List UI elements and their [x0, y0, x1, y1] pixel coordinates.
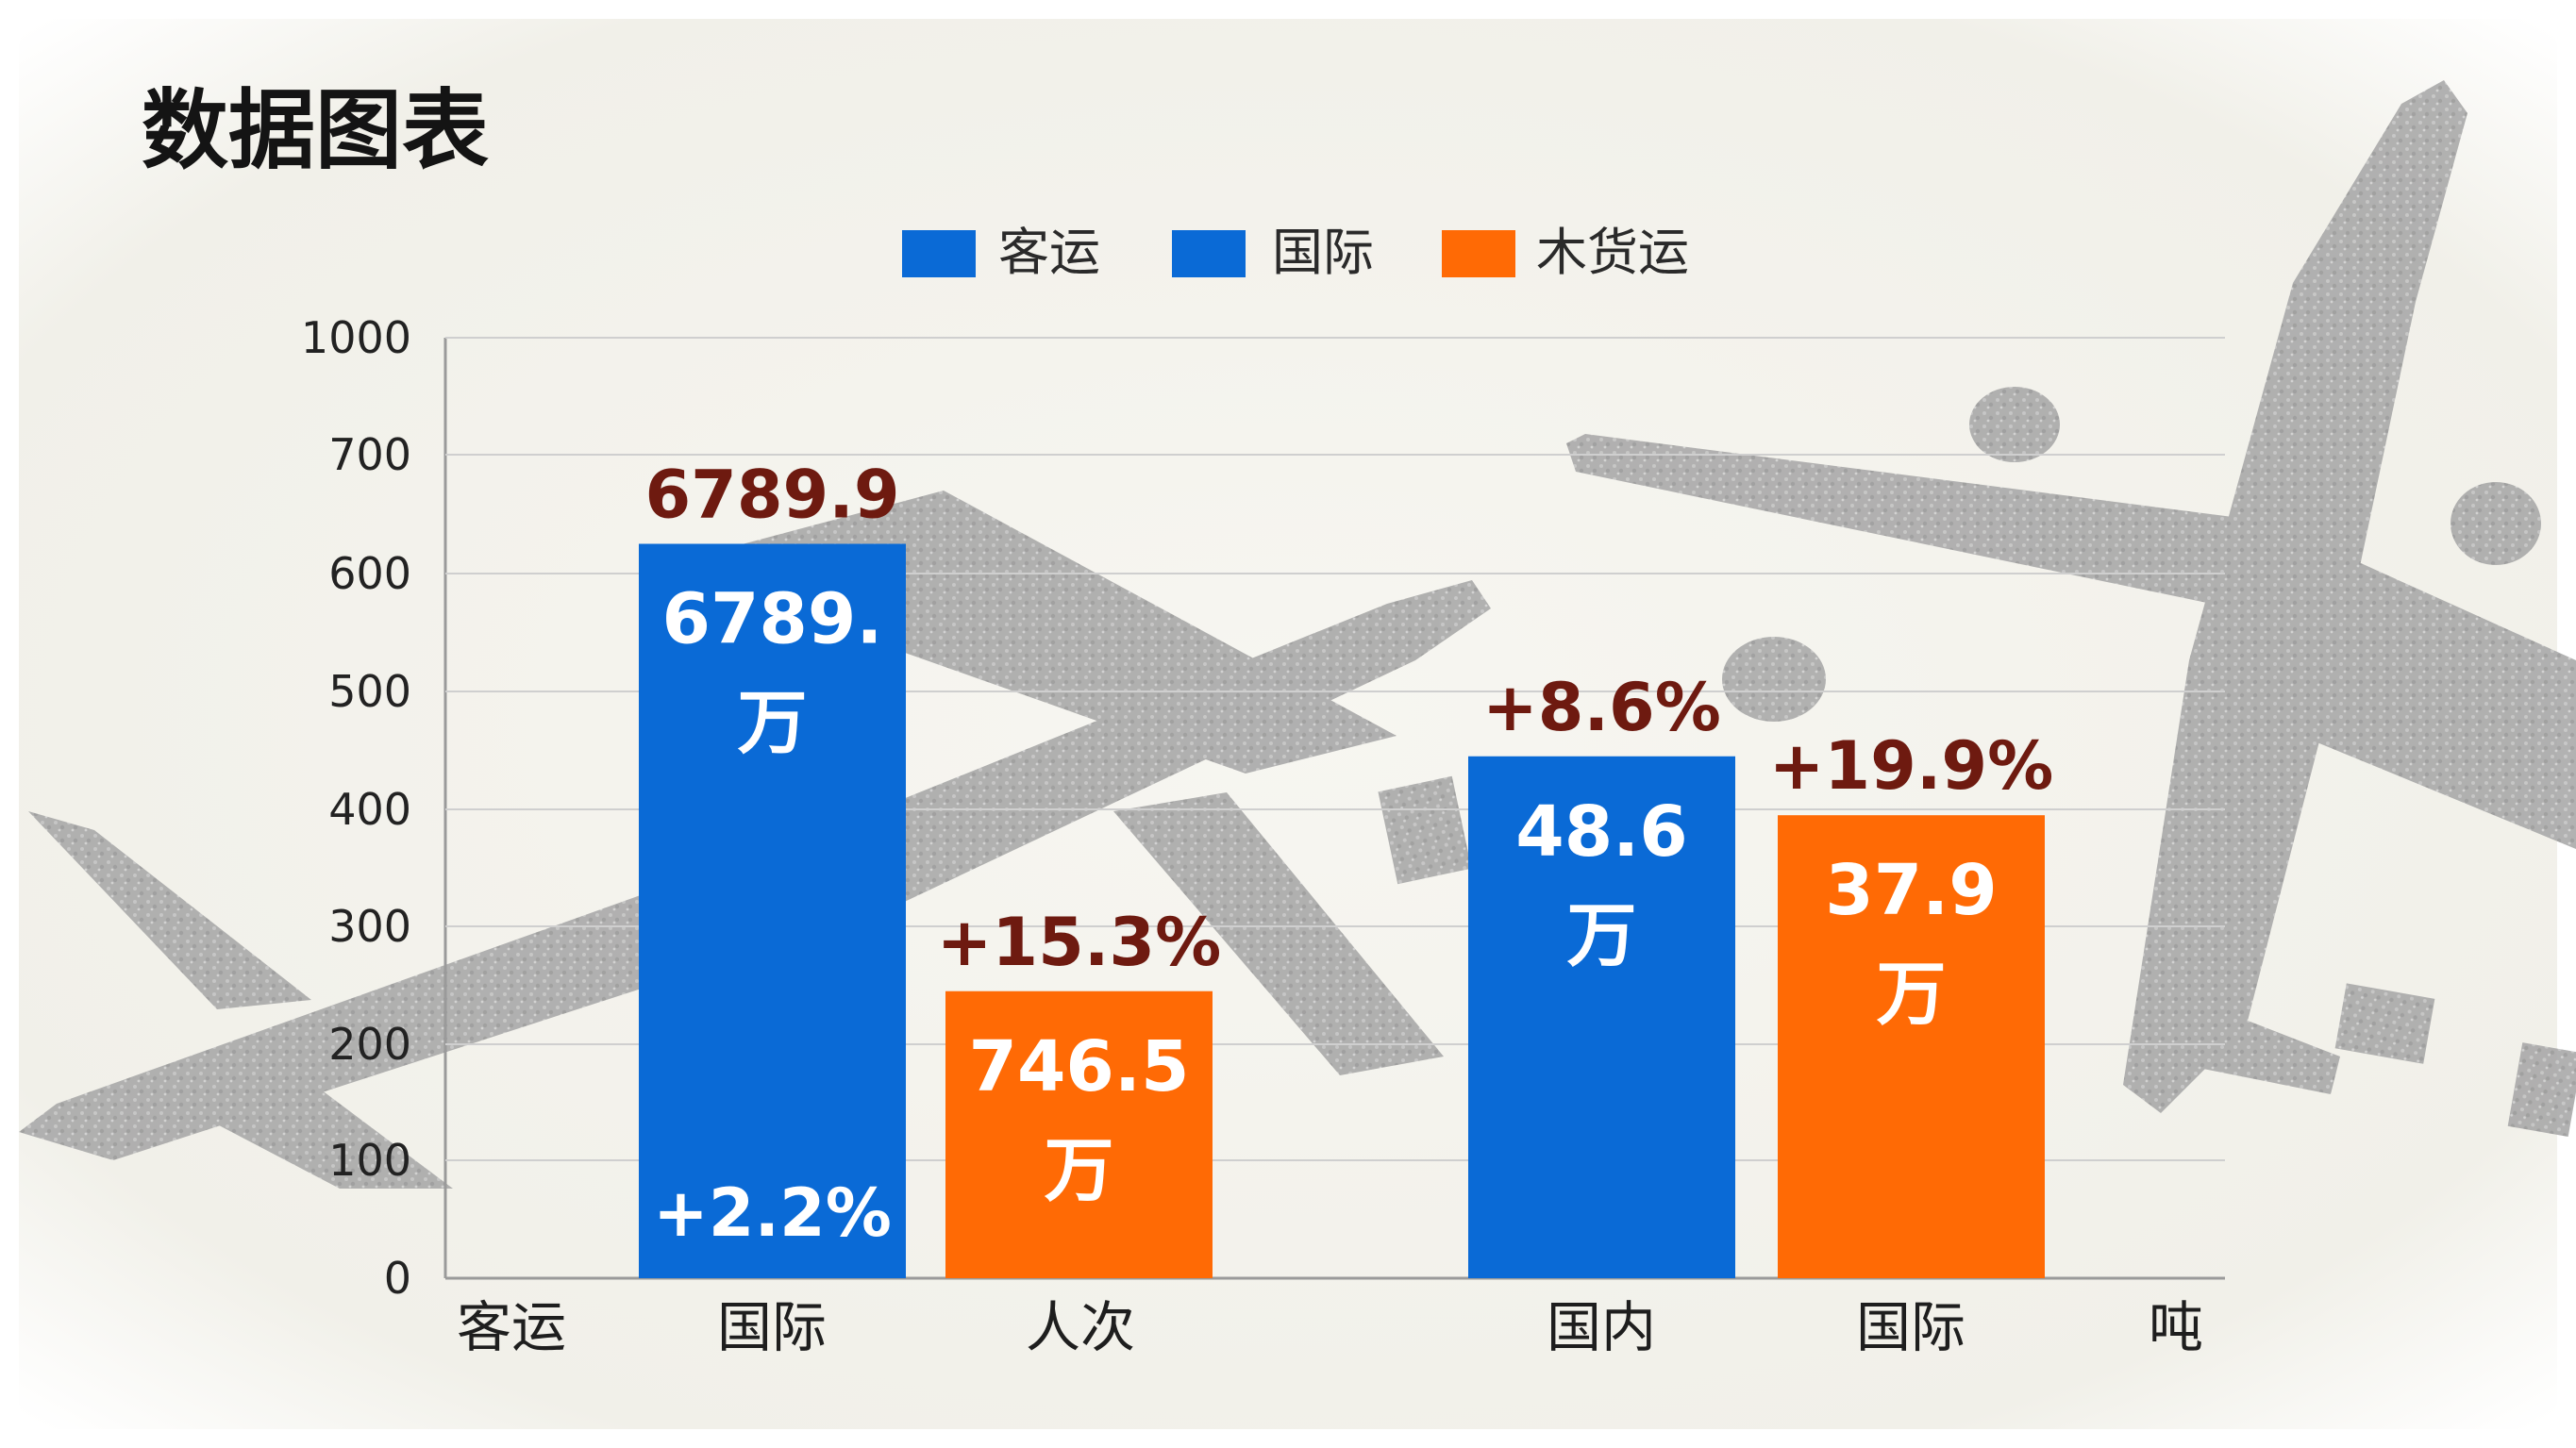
x-tick-label: 国际	[1856, 1295, 1965, 1359]
y-tick-label: 0	[384, 1253, 411, 1304]
legend-swatch-passenger	[902, 230, 976, 277]
bar-group: +19.9% 37.9 万	[1769, 727, 2054, 1278]
bar	[1778, 815, 2045, 1278]
x-tick-label: 国际	[717, 1295, 827, 1359]
bar-value-label: 万	[1567, 895, 1637, 976]
legend-swatch-cargo	[1442, 230, 1515, 277]
bar-value-label: 6789.	[661, 579, 882, 660]
bar-value-label: 万	[1045, 1130, 1114, 1211]
bar-group: +15.3% 746.5 万	[937, 904, 1222, 1278]
legend-label-passenger: 客运	[998, 223, 1100, 282]
y-tick-label: 600	[328, 548, 411, 599]
y-axis-ticks: 0 100 200 300 400 500 600 700 1000	[301, 312, 411, 1304]
y-tick-label: 100	[328, 1135, 411, 1186]
x-tick-label: 人次	[1026, 1295, 1135, 1359]
bars: 6789.96789.万+2.2%+15.3%746.5万+8.6%48.6万+…	[639, 457, 2054, 1278]
y-tick-label: 200	[328, 1019, 411, 1070]
bar-bottom-label: +2.2%	[653, 1174, 892, 1252]
y-tick-label: 500	[328, 666, 411, 717]
legend-label-cargo: 木货运	[1536, 223, 1689, 282]
x-tick-label: 吨	[2149, 1295, 2203, 1359]
x-tick-label: 国内	[1547, 1295, 1656, 1359]
bar-top-label: +8.6%	[1482, 669, 1721, 746]
y-tick-label: 1000	[301, 312, 411, 363]
y-tick-label: 300	[328, 901, 411, 952]
x-axis-labels: 客运 国际 人次 国内 国际 吨	[457, 1295, 2203, 1359]
bar-value-label: 746.5	[968, 1026, 1189, 1107]
chart-legend: 客运 国际 木货运	[902, 223, 1689, 282]
bar-group: +8.6% 48.6 万	[1468, 669, 1735, 1278]
airplane-right-icon	[1566, 80, 2576, 1138]
legend-swatch-international	[1172, 230, 1246, 277]
bar	[639, 543, 906, 1278]
y-tick-label: 400	[328, 784, 411, 835]
legend-label-international: 国际	[1272, 223, 1374, 282]
bar-value-label: 37.9	[1825, 850, 1998, 931]
bar-top-label: +19.9%	[1769, 727, 2054, 805]
bar-top-label: +15.3%	[937, 904, 1222, 981]
x-tick-label: 客运	[457, 1295, 566, 1359]
bar-top-label: 6789.9	[644, 457, 899, 534]
bar	[945, 990, 1213, 1278]
bar-value-label: 万	[738, 683, 808, 764]
bar-value-label: 48.6	[1515, 791, 1688, 873]
y-tick-label: 700	[328, 429, 411, 480]
bar-value-label: 万	[1877, 954, 1947, 1035]
bar	[1468, 756, 1735, 1278]
bar-group: 6789.9 6789. 万 +2.2%	[639, 457, 906, 1278]
chart-title: 数据图表	[142, 80, 489, 181]
